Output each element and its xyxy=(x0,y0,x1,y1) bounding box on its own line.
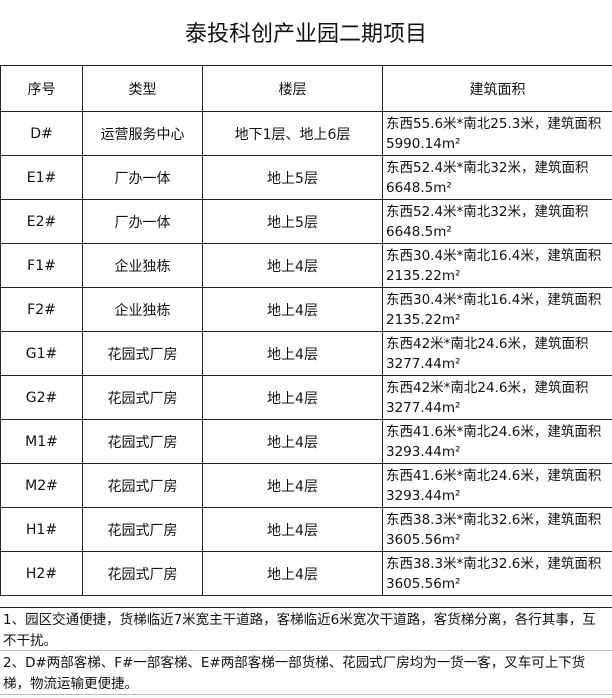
cell-type: 花园式厂房 xyxy=(82,419,203,464)
cell-index: G1# xyxy=(0,331,83,376)
cell-type: 厂办一体 xyxy=(82,155,203,200)
table-row: F1# 企业独栋 地上4层 东西30.4米*南北16.4米，建筑面积2135.22m² xyxy=(0,243,612,288)
cell-type: 企业独栋 xyxy=(82,287,203,332)
table-row: H2# 花园式厂房 地上4层 东西38.3米*南北32.6米，建筑面积3605.56m… xyxy=(0,551,612,596)
table-row: F2# 企业独栋 地上4层 东西30.4米*南北16.4米，建筑面积2135.22m² xyxy=(0,287,612,332)
cell-type: 运营服务中心 xyxy=(82,111,203,156)
cell-type: 花园式厂房 xyxy=(82,331,203,376)
page-title: 泰投科创产业园二期项目 xyxy=(184,22,427,47)
table-row: G1# 花园式厂房 地上4层 东西42米*南北24.6米，建筑面积3277.44m² xyxy=(0,331,612,376)
cell-floors: 地上5层 xyxy=(202,199,383,244)
cell-index: H1# xyxy=(0,507,83,552)
cell-area: 东西30.4米*南北16.4米，建筑面积2135.22m² xyxy=(382,287,612,332)
cell-floors: 地上4层 xyxy=(202,243,383,288)
header-area: 建筑面积 xyxy=(382,65,612,112)
cell-area: 东西41.6米*南北24.6米，建筑面积3293.44m² xyxy=(382,419,612,464)
table-body: D# 运营服务中心 地下1层、地上6层 东西55.6米*南北25.3米，建筑面积599… xyxy=(0,111,612,596)
table-row: M2# 花园式厂房 地上4层 东西41.6米*南北24.6米，建筑面积3293.44m… xyxy=(0,463,612,508)
cell-area: 东西42米*南北24.6米，建筑面积3277.44m² xyxy=(382,375,612,420)
table-row: H1# 花园式厂房 地上4层 东西38.3米*南北32.6米，建筑面积3605.56m… xyxy=(0,507,612,552)
cell-index: M1# xyxy=(0,419,83,464)
cell-area: 东西38.3米*南北32.6米，建筑面积3605.56m² xyxy=(382,507,612,552)
cell-floors: 地下1层、地上6层 xyxy=(202,111,383,156)
cell-area: 东西52.4米*南北32米，建筑面积6648.5m² xyxy=(382,199,612,244)
cell-floors: 地上4层 xyxy=(202,331,383,376)
cell-type: 企业独栋 xyxy=(82,243,203,288)
cell-floors: 地上5层 xyxy=(202,155,383,200)
cell-index: D# xyxy=(0,111,83,156)
cell-floors: 地上4层 xyxy=(202,463,383,508)
cell-type: 花园式厂房 xyxy=(82,507,203,552)
cell-index: F2# xyxy=(0,287,83,332)
header-type: 类型 xyxy=(82,65,203,112)
table-row: M1# 花园式厂房 地上4层 东西41.6米*南北24.6米，建筑面积3293.44m… xyxy=(0,419,612,464)
cell-index: M2# xyxy=(0,463,83,508)
cell-index: E2# xyxy=(0,199,83,244)
cell-type: 花园式厂房 xyxy=(82,375,203,420)
cell-floors: 地上4层 xyxy=(202,419,383,464)
cell-floors: 地上4层 xyxy=(202,287,383,332)
notes-section: 1、园区交通便捷，货梯临近7米宽主干道路，客梯临近6米宽次干道路，客货梯分离，各… xyxy=(0,607,612,695)
cell-index: H2# xyxy=(0,551,83,596)
cell-index: F1# xyxy=(0,243,83,288)
table-row: E1# 厂办一体 地上5层 东西52.4米*南北32米，建筑面积6648.5m² xyxy=(0,155,612,200)
note-item: 1、园区交通便捷，货梯临近7米宽主干道路，客梯临近6米宽次干道路，客货梯分离，各… xyxy=(0,607,612,651)
project-table: 序号 类型 楼层 建筑面积 D# 运营服务中心 地下1层、地上6层 东西55.6米*南… xyxy=(0,65,612,596)
cell-type: 花园式厂房 xyxy=(82,463,203,508)
table-row: E2# 厂办一体 地上5层 东西52.4米*南北32米，建筑面积6648.5m² xyxy=(0,199,612,244)
cell-type: 厂办一体 xyxy=(82,199,203,244)
note-item: 2、D#两部客梯、F#一部客梯、E#两部客梯一部货梯、花园式厂房均为一货一客，叉… xyxy=(0,651,612,695)
cell-floors: 地上4层 xyxy=(202,551,383,596)
table-row: D# 运营服务中心 地下1层、地上6层 东西55.6米*南北25.3米，建筑面积599… xyxy=(0,111,612,156)
cell-floors: 地上4层 xyxy=(202,507,383,552)
cell-area: 东西55.6米*南北25.3米，建筑面积5990.14m² xyxy=(382,111,612,156)
cell-index: G2# xyxy=(0,375,83,420)
cell-area: 东西38.3米*南北32.6米，建筑面积3605.56m² xyxy=(382,551,612,596)
cell-type: 花园式厂房 xyxy=(82,551,203,596)
header-floors: 楼层 xyxy=(202,65,383,112)
cell-floors: 地上4层 xyxy=(202,375,383,420)
cell-area: 东西42米*南北24.6米，建筑面积3277.44m² xyxy=(382,331,612,376)
cell-area: 东西52.4米*南北32米，建筑面积6648.5m² xyxy=(382,155,612,200)
cell-index: E1# xyxy=(0,155,83,200)
table-row: G2# 花园式厂房 地上4层 东西42米*南北24.6米，建筑面积3277.44m² xyxy=(0,375,612,420)
header-index: 序号 xyxy=(0,65,83,112)
table-header-row: 序号 类型 楼层 建筑面积 xyxy=(0,65,612,112)
cell-area: 东西30.4米*南北16.4米，建筑面积2135.22m² xyxy=(382,243,612,288)
cell-area: 东西41.6米*南北24.6米，建筑面积3293.44m² xyxy=(382,463,612,508)
